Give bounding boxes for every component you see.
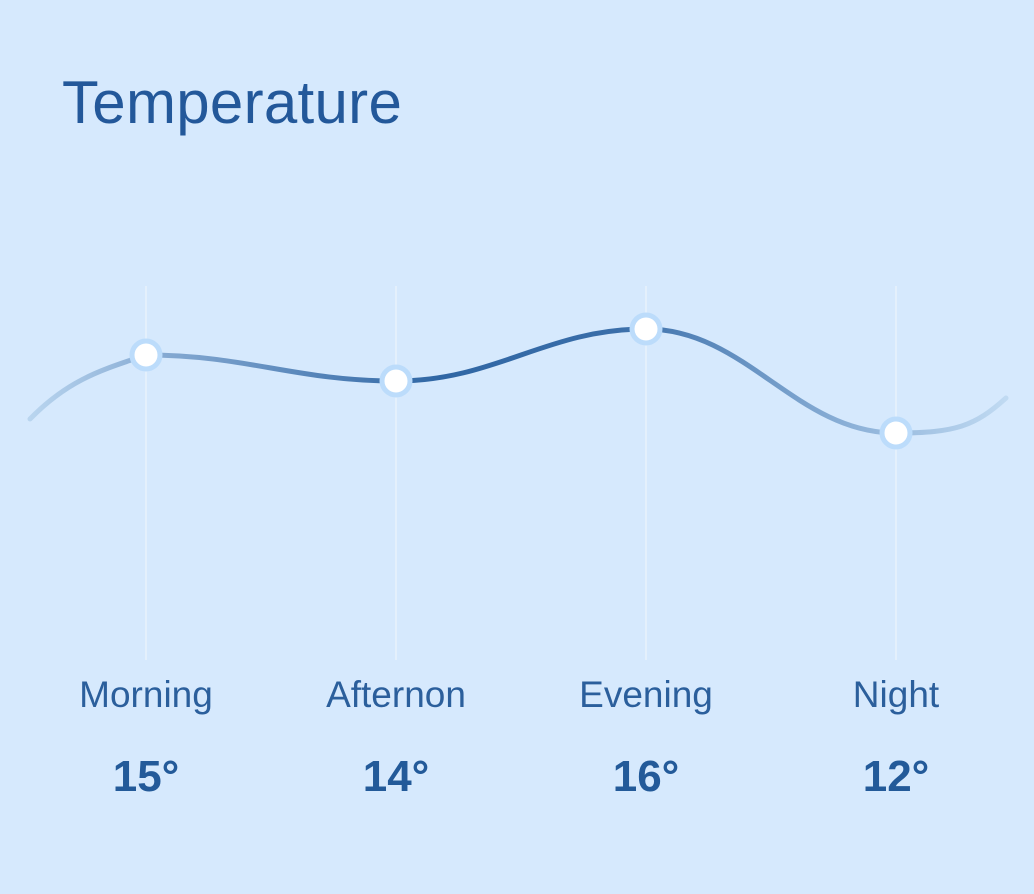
chart-title: Temperature: [62, 69, 403, 136]
category-label-afternon: Afternon: [326, 674, 466, 715]
data-point-evening: [629, 312, 663, 346]
data-point-afternon: [379, 364, 413, 398]
category-label-evening: Evening: [579, 674, 713, 715]
category-label-morning: Morning: [79, 674, 213, 715]
value-label-afternon: 14°: [362, 752, 430, 801]
value-label-morning: 15°: [112, 752, 180, 801]
value-label-night: 12°: [862, 752, 930, 801]
data-points: [129, 312, 913, 450]
grid-lines: [145, 286, 897, 660]
value-label-evening: 16°: [612, 752, 680, 801]
data-point-morning: [129, 338, 163, 372]
series-line-temperature: [27, 326, 1009, 436]
category-label-night: Night: [852, 674, 940, 715]
data-point-night: [879, 416, 913, 450]
